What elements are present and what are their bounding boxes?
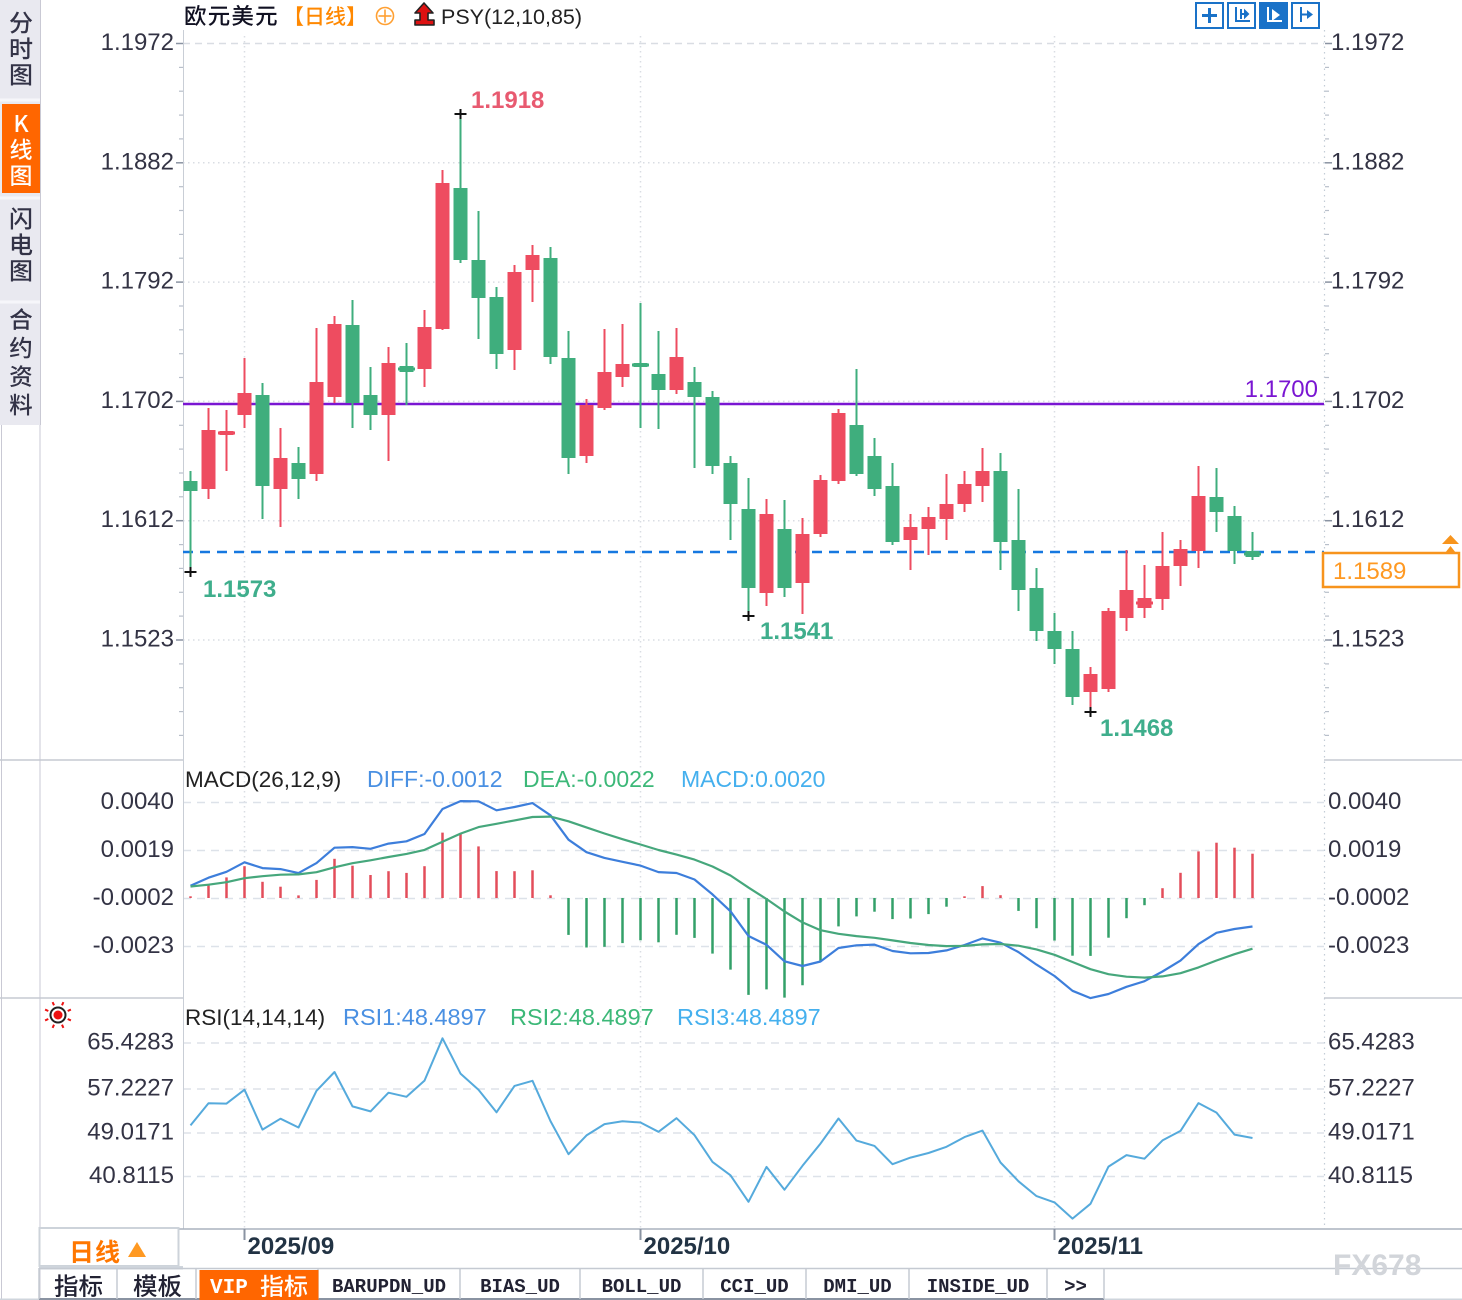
svg-text:VIP: VIP [210,1277,248,1300]
svg-text:DEA:-0.0022: DEA:-0.0022 [523,766,655,792]
svg-text:65.4283: 65.4283 [1328,1029,1415,1056]
svg-text:-0.0002: -0.0002 [1328,884,1409,911]
svg-text:49.0171: 49.0171 [1328,1119,1415,1146]
svg-text:1.1882: 1.1882 [101,148,174,175]
svg-text:1.1541: 1.1541 [760,618,833,645]
svg-text:DMI_UD: DMI_UD [823,1276,891,1298]
svg-text:1.1792: 1.1792 [1331,268,1404,295]
svg-text:1.1523: 1.1523 [1331,626,1404,653]
svg-text:57.2227: 57.2227 [87,1075,174,1102]
svg-text:1.1573: 1.1573 [203,576,276,603]
svg-text:>>: >> [1064,1276,1087,1298]
svg-text:2025/11: 2025/11 [1058,1233,1143,1260]
svg-text:1.1702: 1.1702 [101,387,174,414]
svg-text:PSY(12,10,85): PSY(12,10,85) [441,5,582,29]
svg-text:2025/10: 2025/10 [644,1233,731,1260]
svg-text:BARUPDN_UD: BARUPDN_UD [332,1276,446,1298]
svg-text:0.0040: 0.0040 [1328,788,1401,815]
svg-text:1.1612: 1.1612 [101,506,174,533]
svg-text:RSI1:48.4897: RSI1:48.4897 [343,1004,487,1030]
svg-text:1.1700: 1.1700 [1245,376,1318,403]
svg-text:DIFF:-0.0012: DIFF:-0.0012 [367,766,503,792]
svg-text:FX678: FX678 [1333,1249,1421,1282]
svg-text:-0.0002: -0.0002 [93,884,174,911]
svg-text:1.1972: 1.1972 [1331,29,1404,56]
svg-text:65.4283: 65.4283 [87,1029,174,1056]
svg-text:MACD:0.0020: MACD:0.0020 [681,766,825,792]
svg-text:RSI(14,14,14): RSI(14,14,14) [185,1005,325,1030]
svg-text:40.8115: 40.8115 [89,1162,174,1189]
svg-text:MACD(26,12,9): MACD(26,12,9) [185,767,341,792]
svg-text:1.1702: 1.1702 [1331,387,1404,414]
svg-text:1.1523: 1.1523 [101,626,174,653]
svg-text:RSI3:48.4897: RSI3:48.4897 [677,1004,821,1030]
svg-text:0.0019: 0.0019 [101,836,174,863]
svg-text:40.8115: 40.8115 [1328,1162,1413,1189]
svg-text:CCI_UD: CCI_UD [720,1276,788,1298]
svg-text:1.1468: 1.1468 [1100,715,1173,742]
svg-text:57.2227: 57.2227 [1328,1075,1415,1102]
svg-text:2025/09: 2025/09 [248,1233,335,1260]
svg-text:1.1918: 1.1918 [471,87,544,114]
svg-text:BIAS_UD: BIAS_UD [480,1276,560,1298]
svg-text:1.1882: 1.1882 [1331,148,1404,175]
svg-text:-0.0023: -0.0023 [1328,932,1409,959]
svg-text:49.0171: 49.0171 [87,1119,174,1146]
svg-text:INSIDE_UD: INSIDE_UD [927,1276,1030,1298]
svg-text:1.1589: 1.1589 [1333,558,1406,585]
svg-text:BOLL_UD: BOLL_UD [602,1276,682,1298]
svg-text:1.1612: 1.1612 [1331,506,1404,533]
svg-text:0.0019: 0.0019 [1328,836,1401,863]
svg-text:1.1972: 1.1972 [101,29,174,56]
svg-text:RSI2:48.4897: RSI2:48.4897 [510,1004,654,1030]
svg-text:-0.0023: -0.0023 [93,932,174,959]
svg-text:1.1792: 1.1792 [101,268,174,295]
svg-text:0.0040: 0.0040 [101,788,174,815]
